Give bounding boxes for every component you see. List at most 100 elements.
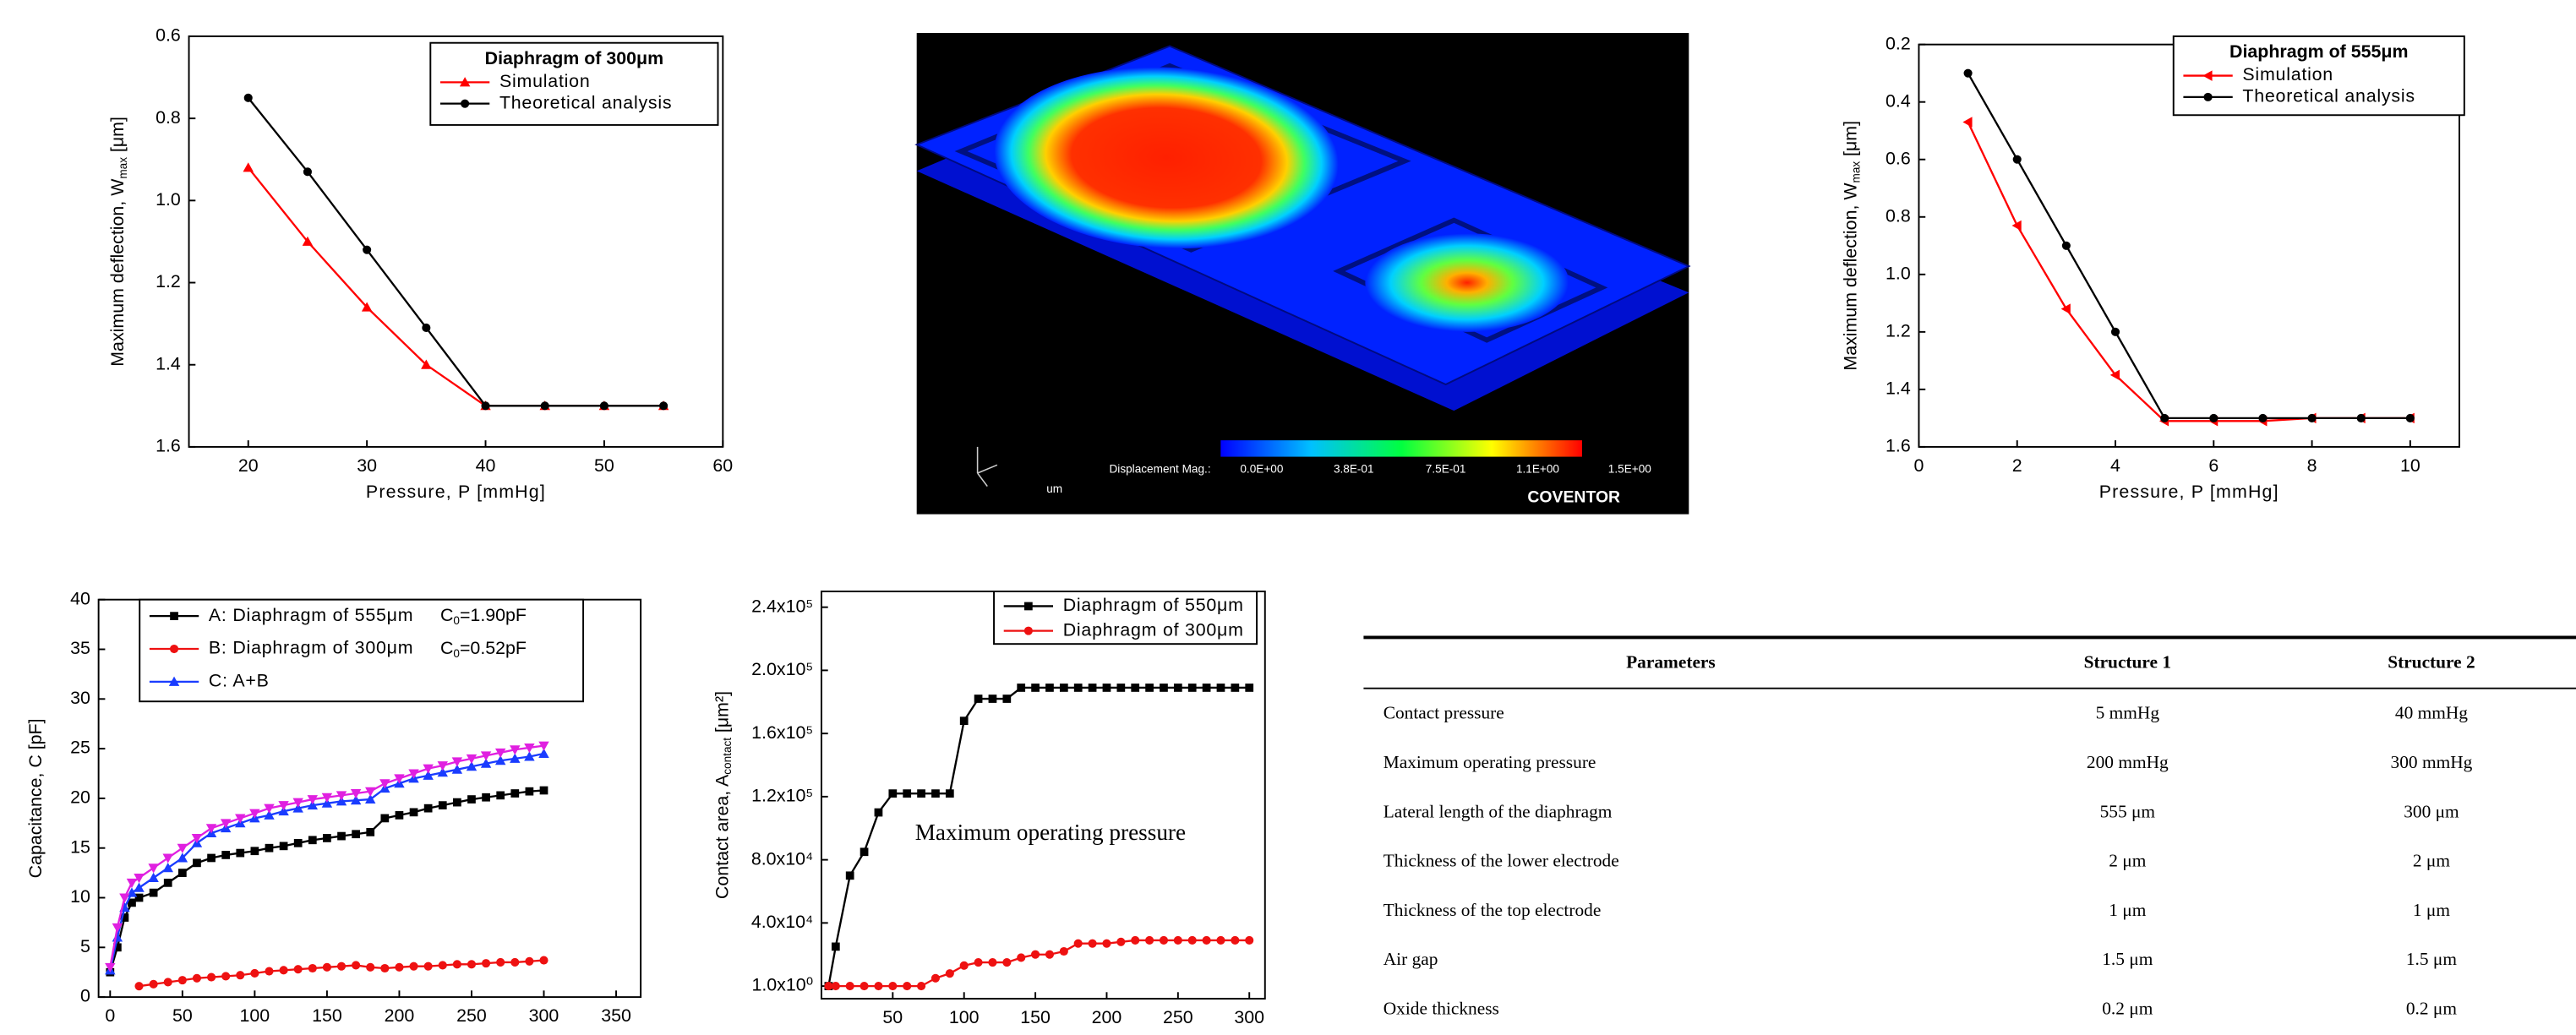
marker xyxy=(1045,684,1054,692)
marker xyxy=(832,943,840,951)
table-cell: 200 mmHg xyxy=(2087,752,2169,772)
marker xyxy=(1160,684,1168,692)
marker xyxy=(974,695,983,703)
marker xyxy=(294,965,303,973)
marker xyxy=(323,963,331,972)
table-cell: 2 μm xyxy=(2109,851,2146,871)
legend-title: Diaphragm of 555μm xyxy=(2229,41,2408,62)
series-line xyxy=(110,746,543,967)
marker xyxy=(135,894,144,902)
marker xyxy=(659,401,668,410)
x-tick-label: 200 xyxy=(385,1005,415,1026)
y-tick-label: 0.8 xyxy=(1886,205,1911,226)
marker xyxy=(946,969,954,978)
marker xyxy=(1103,684,1111,692)
marker xyxy=(134,883,144,892)
marker xyxy=(1102,940,1111,948)
marker xyxy=(150,980,158,989)
y-axis-label-text: Maximum deflection, W xyxy=(107,178,128,367)
marker xyxy=(2111,328,2120,336)
marker xyxy=(1089,940,1097,948)
legend-capacitance-symbol: C xyxy=(440,605,453,625)
marker xyxy=(410,809,418,817)
marker xyxy=(860,847,869,856)
x-tick-label: 0 xyxy=(1914,455,1924,476)
y-tick-label: 30 xyxy=(70,688,90,708)
marker xyxy=(2013,155,2022,164)
y-tick-label: 2.0x10⁵ xyxy=(751,659,813,679)
table-cell: 2 μm xyxy=(2413,851,2450,871)
marker xyxy=(265,967,273,975)
table-cell: 1.5 μm xyxy=(2102,949,2153,969)
marker xyxy=(2160,414,2169,422)
marker xyxy=(1217,684,1225,692)
y-axis-label-sub: max xyxy=(116,157,128,179)
marker xyxy=(363,246,371,254)
marker xyxy=(1060,947,1068,956)
marker xyxy=(265,844,274,853)
marker xyxy=(207,854,216,863)
table-cell: Oxide thickness xyxy=(1384,999,1499,1019)
y-axis-label-unit: [μm] xyxy=(1840,121,1860,156)
table-cell: Air gap xyxy=(1384,949,1438,969)
marker xyxy=(337,962,346,971)
colorbar-label: 0.0E+00 xyxy=(1240,463,1283,476)
table-cell: 555 μm xyxy=(2100,801,2156,821)
marker xyxy=(482,793,490,802)
x-tick-label: 200 xyxy=(1092,1007,1122,1027)
x-tick-label: 10 xyxy=(2400,455,2420,476)
marker xyxy=(409,962,418,971)
brand: COVENTOR xyxy=(1527,488,1620,506)
y-tick-label: 1.6x10⁵ xyxy=(751,722,813,743)
y-tick-label: 2.4x10⁵ xyxy=(751,596,813,616)
marker xyxy=(163,853,173,863)
plot-frame xyxy=(821,591,1265,999)
marker xyxy=(2012,221,2022,231)
marker xyxy=(2258,414,2267,422)
marker xyxy=(467,795,476,803)
marker xyxy=(931,974,940,983)
legend-label: Diaphragm of 550μm xyxy=(1063,595,1244,615)
marker xyxy=(2406,414,2415,422)
marker xyxy=(846,982,854,990)
figure: Displacement Mag.: um COVENTOR 0.0E+003.… xyxy=(0,0,2576,1035)
table-header: Structure 2 xyxy=(2388,651,2475,672)
marker xyxy=(1074,940,1083,948)
marker xyxy=(280,842,288,850)
marker xyxy=(193,858,201,867)
marker xyxy=(395,963,403,972)
y-axis-label-unit: [μm²] xyxy=(712,691,732,733)
x-tick-label: 350 xyxy=(601,1005,631,1026)
marker xyxy=(2062,242,2071,250)
colorbar-label: 3.8E-01 xyxy=(1334,463,1374,476)
marker xyxy=(496,792,505,800)
marker xyxy=(1145,684,1154,692)
y-axis-label-unit: [μm] xyxy=(107,117,128,152)
marker xyxy=(127,879,137,888)
legend-capacitance: C0=1.90pF xyxy=(440,605,527,627)
series-line xyxy=(1968,74,2410,418)
marker xyxy=(1116,938,1125,946)
y-tick-label: 10 xyxy=(70,886,90,907)
marker xyxy=(846,871,854,880)
marker xyxy=(352,830,360,838)
colorbar-label: 1.1E+00 xyxy=(1516,463,1559,476)
marker xyxy=(308,836,317,844)
table-cell: 5 mmHg xyxy=(2096,703,2160,723)
marker xyxy=(1074,684,1083,692)
marker xyxy=(2357,414,2366,422)
y-tick-label: 0.2 xyxy=(1886,33,1911,53)
table-cell: 40 mmHg xyxy=(2395,703,2468,723)
marker xyxy=(439,961,447,969)
marker xyxy=(875,809,883,817)
marker xyxy=(903,982,911,990)
marker xyxy=(380,964,389,972)
marker xyxy=(917,982,925,990)
table-header: Parameters xyxy=(1626,651,1716,672)
legend-label: Theoretical analysis xyxy=(2242,86,2415,106)
marker xyxy=(303,167,312,176)
marker xyxy=(221,851,230,859)
y-tick-label: 1.0x10⁰ xyxy=(751,975,813,995)
marker xyxy=(1174,684,1182,692)
